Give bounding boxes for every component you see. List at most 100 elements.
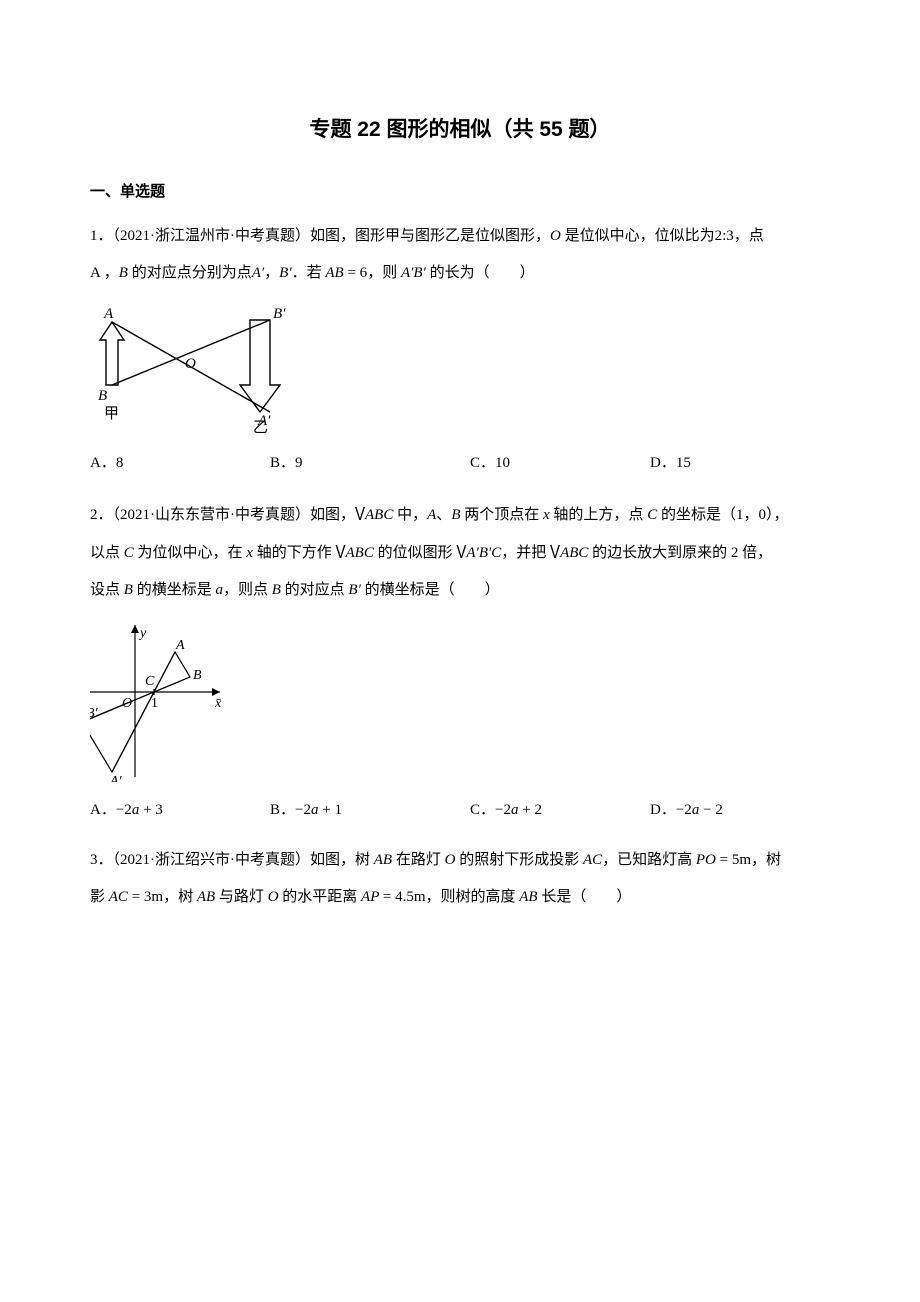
q3-POeq: PO = 5m [696, 852, 751, 868]
q1-t2: 是位似中心，位似比为 [561, 228, 715, 244]
q3-O2: O [268, 889, 279, 905]
q2-option-B: B．−2a + 1 [270, 796, 470, 825]
q1-fig-jia: 甲 [104, 406, 119, 422]
q2-l2b: 为位似中心，在 [134, 545, 247, 561]
q2-l2d: 的位似图形 [374, 545, 457, 561]
q2-option-D: D．−2a − 2 [650, 796, 723, 825]
q3-AB3: AB [519, 889, 537, 905]
x-arrow [212, 688, 220, 696]
q3-source: 3．（2021·浙江绍兴市·中考真题）如图，树 [90, 852, 374, 868]
q2-tri3-sym: V [456, 533, 466, 573]
q1-l2f: 的长为（ ） [426, 265, 535, 281]
q2-p3: 两个顶点在 [460, 507, 543, 523]
q2-optB-pre: B． [270, 802, 295, 818]
q2-A: A [427, 507, 436, 523]
q1-ratio: 2:3 [715, 228, 734, 244]
q3-APeq: AP = 4.5m [361, 889, 425, 905]
y-arrow [131, 625, 139, 633]
q2-fig-y: y [138, 626, 147, 641]
q3-text-line2: 影 AC = 3m，树 AB 与路灯 O 的水平距离 AP = 4.5m，则树的… [90, 881, 830, 914]
q2-fig-A: A [175, 638, 185, 653]
q2-fig-B: B [193, 668, 202, 683]
q2-l3d: 的对应点 [281, 582, 349, 598]
q1-svg: A B B′ A′ O 甲 乙 [90, 300, 290, 435]
q1-Bp: B′ [279, 265, 291, 281]
q3-p1: 在路灯 [392, 852, 445, 868]
q1-option-C: C．10 [470, 449, 650, 478]
q2-C1: C [647, 507, 657, 523]
q2-B2: B [124, 582, 133, 598]
q2-optD-pre: D． [650, 802, 676, 818]
q2-triApBpC: A′B′C [466, 545, 501, 561]
q1-l2a: A ， [90, 265, 119, 281]
q2-optB-expr: −2a + 1 [295, 802, 342, 818]
q2-fig-C: C [145, 674, 155, 689]
q3-l2f: 长是（ ） [538, 889, 632, 905]
q2-optA-expr: −2a + 3 [116, 802, 163, 818]
q2-x1: x [543, 507, 550, 523]
q1-figure: A B B′ A′ O 甲 乙 [90, 300, 830, 435]
q1-fig-yi: 乙 [253, 420, 268, 435]
q2-svg: y x̄ O 1 A B C A′ B′ [90, 617, 230, 782]
q2-l3c: ，则点 [223, 582, 272, 598]
q2-p4: 轴的上方，点 [550, 507, 648, 523]
q2-l3a: 设点 [90, 582, 124, 598]
q3-AC1: AC [583, 852, 602, 868]
q1-option-D: D．15 [650, 449, 691, 478]
q1-text-line2: A ，B 的对应点分别为点A′，B′．若 AB = 6，则 A′B′ 的长为（ … [90, 257, 830, 290]
q1-l2b: 的对应点分别为点 [128, 265, 252, 281]
q2-tri1-sym: V [355, 495, 365, 535]
q1-fig-O: O [185, 356, 196, 372]
q1-fig-Bp: B′ [273, 306, 286, 322]
q2-source: 2．（2021·山东东营市·中考真题）如图， [90, 507, 355, 523]
q2-tri2-sym: V [335, 533, 345, 573]
q3-ACeq: AC = 3m [109, 889, 163, 905]
q2-l3b: 的横坐标是 [133, 582, 216, 598]
question-3: 3．（2021·浙江绍兴市·中考真题）如图，树 AB 在路灯 O 的照射下形成投… [90, 844, 830, 914]
q2-fig-Ap: A′ [109, 774, 123, 782]
q1-option-A: A．8 [90, 449, 270, 478]
q1-ApBp: A′B′ [401, 265, 426, 281]
q1-option-B: B．9 [270, 449, 470, 478]
q3-AB1: AB [374, 852, 392, 868]
q2-l3e: 的横坐标是（ ） [361, 582, 500, 598]
q2-p5: 的坐标是（1，0）， [657, 507, 788, 523]
q2-option-A: A．−2a + 3 [90, 796, 270, 825]
q2-fig-Bp: B′ [90, 706, 99, 721]
question-1: 1．（2021·浙江温州市·中考真题）如图，图形甲与图形乙是位似图形，O 是位似… [90, 220, 830, 478]
q2-l2c: 轴的下方作 [253, 545, 336, 561]
q2-fig-x: x̄ [214, 696, 222, 711]
q2-optD-expr: −2a − 2 [676, 802, 723, 818]
q1-l2c: ， [264, 265, 279, 281]
q3-O1: O [445, 852, 456, 868]
q2-fig-O: O [122, 696, 132, 711]
q2-l2e: ，并把 [501, 545, 550, 561]
q2-triABC2: ABC [346, 545, 374, 561]
line-A-Ap [112, 652, 175, 772]
q2-optC-expr: −2a + 2 [495, 802, 542, 818]
q2-text-line1: 2．（2021·山东东营市·中考真题）如图，VABC 中，A、B 两个顶点在 x… [90, 498, 830, 532]
line-BO-Bp [112, 320, 270, 385]
q2-optC-pre: C． [470, 802, 495, 818]
q2-l2a: 以点 [90, 545, 124, 561]
q2-B3: B [272, 582, 281, 598]
q3-l2d: 的水平距离 [279, 889, 362, 905]
q3-l2e: ，则树的高度 [426, 889, 520, 905]
document-page: 专题 22 图形的相似（共 55 题） 一、单选题 1．（2021·浙江温州市·… [0, 0, 920, 1302]
arrow-jia [100, 322, 124, 385]
q3-p2: 的照射下形成投影 [455, 852, 583, 868]
page-title: 专题 22 图形的相似（共 55 题） [90, 110, 830, 150]
q2-p1: 中， [393, 507, 427, 523]
q3-l2a: 影 [90, 889, 109, 905]
q1-ABeq: AB = 6 [325, 265, 367, 281]
q1-fig-A: A [103, 306, 114, 322]
q1-fig-B: B [98, 388, 107, 404]
q3-AB2: AB [197, 889, 215, 905]
q2-x2: x [246, 545, 253, 561]
q3-l2b: ，树 [163, 889, 197, 905]
q2-triABC1: ABC [365, 507, 393, 523]
q1-l2e: ，则 [367, 265, 401, 281]
section-heading: 一、单选题 [90, 178, 830, 207]
q2-optA-pre: A． [90, 802, 116, 818]
q1-Ap: A′ [252, 265, 264, 281]
